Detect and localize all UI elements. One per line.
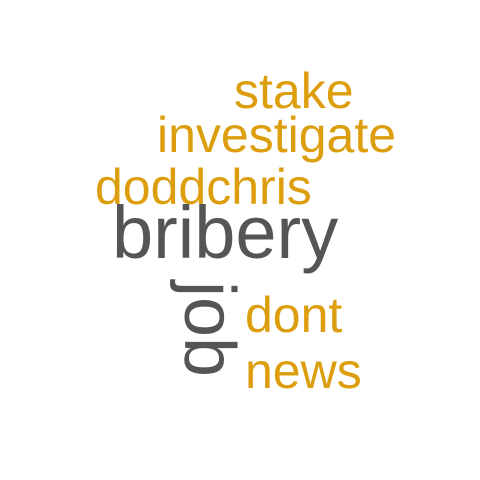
word-bribery: bribery: [112, 191, 339, 274]
word-doddchris: doddchris: [95, 159, 312, 215]
word-news: news: [245, 343, 362, 399]
word-investigate: investigate: [157, 107, 397, 163]
word-job: job: [169, 281, 249, 378]
word-stake: stake: [234, 63, 354, 119]
word-dont: dont: [245, 287, 343, 343]
